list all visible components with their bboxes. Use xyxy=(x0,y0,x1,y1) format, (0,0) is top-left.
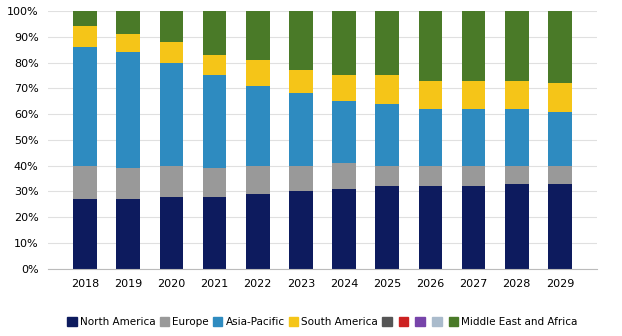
Bar xyxy=(289,11,313,70)
Bar xyxy=(332,11,356,75)
Bar xyxy=(246,166,270,194)
Bar xyxy=(160,62,183,166)
Bar xyxy=(505,166,529,184)
Bar xyxy=(73,27,97,47)
Bar xyxy=(548,83,572,112)
Bar xyxy=(462,166,486,186)
Bar xyxy=(73,166,97,199)
Bar xyxy=(203,55,226,75)
Bar xyxy=(505,11,529,81)
Bar xyxy=(376,166,399,186)
Bar xyxy=(289,166,313,192)
Bar xyxy=(419,109,442,166)
Legend: North America, Europe, Asia-Pacific, South America, , , , , Middle East and Afri: North America, Europe, Asia-Pacific, Sou… xyxy=(63,313,582,331)
Bar xyxy=(203,197,226,269)
Bar xyxy=(203,168,226,197)
Bar xyxy=(462,11,486,81)
Bar xyxy=(160,166,183,197)
Bar xyxy=(462,109,486,166)
Bar xyxy=(548,184,572,269)
Bar xyxy=(505,109,529,166)
Bar xyxy=(73,199,97,269)
Bar xyxy=(419,81,442,109)
Bar xyxy=(548,11,572,83)
Bar xyxy=(289,93,313,166)
Bar xyxy=(203,75,226,168)
Bar xyxy=(462,186,486,269)
Bar xyxy=(332,101,356,163)
Bar xyxy=(332,189,356,269)
Bar xyxy=(419,11,442,81)
Bar xyxy=(419,186,442,269)
Bar xyxy=(116,11,140,34)
Bar xyxy=(548,166,572,184)
Bar xyxy=(246,194,270,269)
Bar xyxy=(376,11,399,75)
Bar xyxy=(116,52,140,168)
Bar xyxy=(160,197,183,269)
Bar xyxy=(548,112,572,166)
Bar xyxy=(246,60,270,86)
Bar xyxy=(462,81,486,109)
Bar xyxy=(332,163,356,189)
Bar xyxy=(289,192,313,269)
Bar xyxy=(376,104,399,166)
Bar xyxy=(289,70,313,93)
Bar xyxy=(160,42,183,62)
Bar xyxy=(73,11,97,27)
Bar xyxy=(116,168,140,199)
Bar xyxy=(246,11,270,60)
Bar xyxy=(376,186,399,269)
Bar xyxy=(332,75,356,101)
Bar xyxy=(160,11,183,42)
Bar xyxy=(116,199,140,269)
Bar xyxy=(505,81,529,109)
Bar xyxy=(203,11,226,55)
Bar xyxy=(73,47,97,166)
Bar xyxy=(246,86,270,166)
Bar xyxy=(505,184,529,269)
Bar xyxy=(376,75,399,104)
Bar xyxy=(116,34,140,52)
Bar xyxy=(419,166,442,186)
